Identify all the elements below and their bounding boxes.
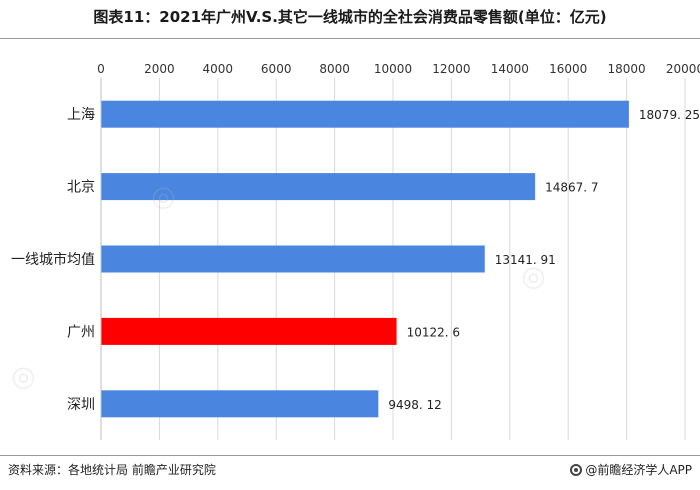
data-label: 14867. 7: [545, 181, 598, 195]
bar: [101, 245, 485, 273]
bar: [101, 173, 536, 201]
x-tick-label: 0: [97, 62, 105, 76]
x-tick-label: 14000: [491, 62, 529, 76]
x-tick-label: 4000: [203, 62, 234, 76]
brand-text: @前瞻经济学人APP: [585, 463, 692, 477]
bar: [101, 100, 629, 128]
x-tick-label: 6000: [261, 62, 292, 76]
category-label: 深圳: [67, 397, 95, 413]
x-tick-label: 2000: [144, 62, 175, 76]
chart-title: 图表11：2021年广州V.S.其它一线城市的全社会消费品零售额(单位：亿元): [93, 8, 607, 26]
x-tick-label: 12000: [432, 62, 470, 76]
x-tick-label: 8000: [319, 62, 350, 76]
category-label: 一线城市均值: [11, 251, 95, 268]
category-label: 上海: [67, 107, 95, 123]
x-tick-label: 18000: [608, 62, 646, 76]
x-tick-label: 10000: [374, 62, 412, 76]
data-label: 10122. 6: [407, 325, 460, 339]
brand-logo-icon: [570, 463, 583, 476]
x-tick-label: 16000: [549, 62, 587, 76]
brand-credit: @前瞻经济学人APP: [570, 461, 692, 478]
bar-chart: 0 2000 4000 6000 8000 10000 12000 14000 16000 180…: [11, 62, 700, 440]
category-label: 北京: [67, 180, 95, 196]
bottom-divider: [0, 455, 700, 456]
data-label: 18079. 25: [639, 108, 700, 122]
bar: [101, 317, 397, 345]
top-divider: [0, 38, 700, 39]
data-label: 9498. 12: [388, 398, 441, 412]
bar: [101, 390, 379, 418]
x-tick-label: 20000: [666, 62, 700, 76]
source-note: 资料来源：各地统计局 前瞻产业研究院: [8, 463, 216, 477]
category-label: 广州: [67, 324, 95, 340]
data-label: 13141. 91: [495, 253, 556, 267]
